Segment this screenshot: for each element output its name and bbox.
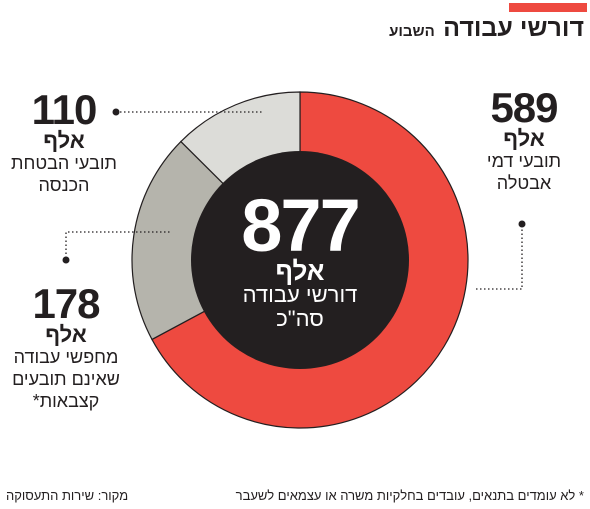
leader-dot-non-claimants <box>62 256 70 264</box>
slice-label-non-claimants: 178 אלף מחפשי עבודה שאינם תובעים קצבאות* <box>4 280 128 412</box>
total-desc-line-2: סה"כ <box>276 306 324 331</box>
slice-desc-line-3: קצבאות* <box>32 391 100 411</box>
slice-desc-line-1: תובעי דמי <box>486 151 562 171</box>
chart-title: דורשי עבודה <box>443 14 584 42</box>
leader-dot-income-support <box>112 108 120 116</box>
chart-subtitle: השבוע <box>389 23 435 40</box>
slice-unit: אלף <box>45 322 87 347</box>
total-value: 877 <box>241 184 360 267</box>
slice-desc-line-2: הכנסה <box>38 175 90 195</box>
total-desc-line-1: דורשי עבודה <box>242 282 358 307</box>
slice-unit: אלף <box>43 128 85 153</box>
slice-value: 110 <box>31 86 98 133</box>
slice-desc-line-2: אבטלה <box>496 173 552 193</box>
slice-label-income-support: 110 אלף תובעי הבטחת הכנסה <box>8 86 120 196</box>
leader-dot-unemployment <box>518 220 526 228</box>
total-unit: אלף <box>275 256 325 286</box>
slice-desc-line-1: מחפשי עבודה <box>13 347 119 367</box>
donut-center <box>191 151 409 369</box>
leader-line-non-claimants <box>65 231 170 258</box>
leader-line-unemployment <box>476 226 523 290</box>
source-note: מקור: שירות התעסוקה <box>6 488 129 503</box>
slice-value: 178 <box>32 280 100 327</box>
slice-unit: אלף <box>503 126 545 151</box>
slice-desc-line-1: תובעי הבטחת <box>11 153 117 173</box>
slice-desc-line-2: שאינם תובעים <box>12 369 120 389</box>
accent-bar <box>509 3 587 12</box>
slice-value: 589 <box>490 84 558 131</box>
title-row: דורשי עבודה השבוע <box>389 14 584 43</box>
total-label: 877 אלף דורשי עבודה סה"כ <box>212 184 388 331</box>
footnote: * לא עומדים בתנאים, עובדים בחלקיות משרה … <box>235 488 584 503</box>
slice-label-unemployment-benefits: 589 אלף תובעי דמי אבטלה <box>468 84 580 194</box>
